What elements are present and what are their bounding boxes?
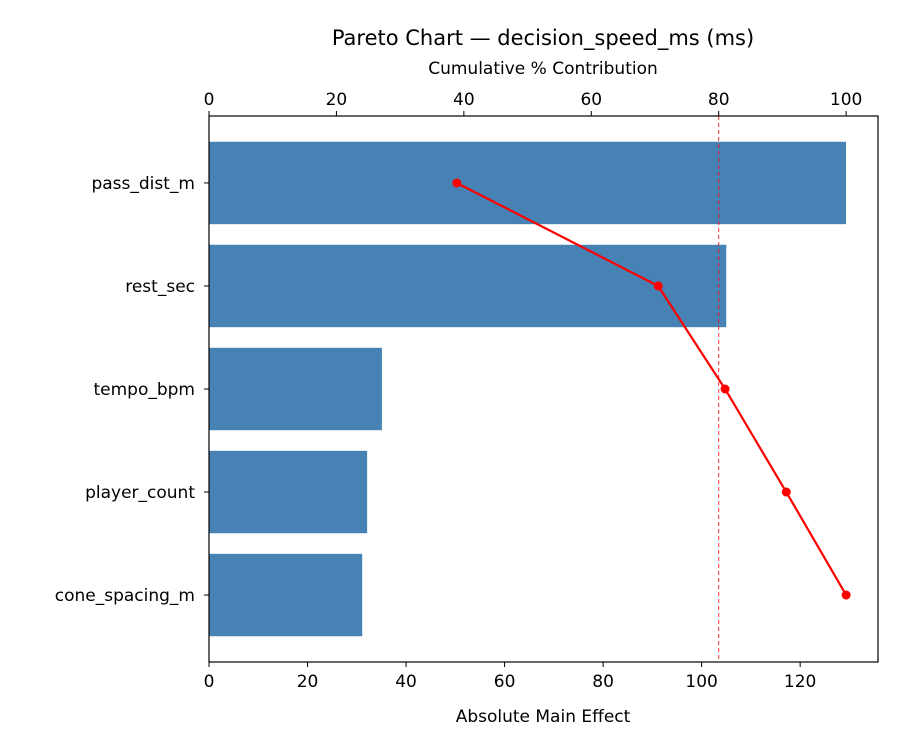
- plot-frame: [208, 115, 879, 663]
- y-tick-label: tempo_bpm: [93, 380, 195, 400]
- x2-tick-label: 100: [830, 90, 862, 110]
- cumulative-point: [841, 590, 851, 600]
- top-axis-label: Cumulative % Contribution: [428, 59, 658, 79]
- cumulative-point: [720, 384, 730, 394]
- bar-player_count: [209, 450, 368, 534]
- y-tick-label: pass_dist_m: [91, 174, 195, 194]
- bar-cone_spacing_m: [209, 553, 363, 637]
- bar-pass_dist_m: [209, 141, 846, 225]
- x2-tick-label: 60: [580, 90, 602, 110]
- x-tick-label: 20: [297, 672, 319, 692]
- cumulative-line: [456, 181, 848, 596]
- bottom-axis-label: Absolute Main Effect: [456, 707, 631, 727]
- bar-rest_sec: [209, 244, 727, 328]
- cumulative-point: [781, 487, 791, 497]
- x-tick-label: 40: [395, 672, 417, 692]
- x2-tick-label: 0: [204, 90, 215, 110]
- x-tick-label: 80: [592, 672, 614, 692]
- x-tick-label: 120: [784, 672, 816, 692]
- x-tick-label: 60: [494, 672, 516, 692]
- bar-tempo_bpm: [209, 347, 382, 431]
- x2-tick-label: 20: [326, 90, 348, 110]
- chart-title: Pareto Chart — decision_speed_ms (ms): [332, 26, 754, 51]
- y-tick-label: rest_sec: [125, 277, 195, 297]
- cumulative-point: [653, 281, 663, 291]
- y-tick-label: cone_spacing_m: [55, 586, 195, 606]
- x-tick-label: 0: [204, 672, 215, 692]
- x-tick-label: 100: [685, 672, 717, 692]
- cumulative-point: [452, 178, 462, 188]
- y-tick-label: player_count: [85, 483, 195, 503]
- x2-tick-label: 40: [453, 90, 475, 110]
- x2-tick-label: 80: [708, 90, 730, 110]
